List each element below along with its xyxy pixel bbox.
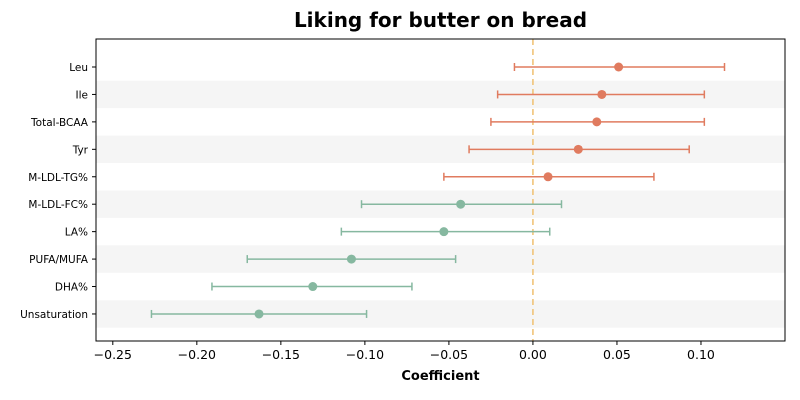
plot-frame xyxy=(95,38,786,342)
y-tick-label: Total-BCAA xyxy=(30,117,89,129)
y-tick-label: LA% xyxy=(65,227,88,239)
estimate-point xyxy=(439,227,449,237)
y-tick-label: PUFA/MUFA xyxy=(29,254,89,266)
estimate-point xyxy=(543,172,553,182)
x-tick-label: −0.10 xyxy=(346,347,384,362)
x-tick-label: −0.15 xyxy=(262,347,300,362)
estimate-point xyxy=(573,144,583,154)
error-bars-group xyxy=(150,62,726,319)
y-tick-label: Unsaturation xyxy=(20,309,88,321)
chart-title: Liking for butter on bread xyxy=(293,8,588,32)
x-tick-label: −0.25 xyxy=(94,347,132,362)
x-tick-label: 0.05 xyxy=(603,347,631,362)
estimate-point xyxy=(614,62,624,72)
y-tick-label: DHA% xyxy=(55,282,88,294)
y-tick-label: Leu xyxy=(69,62,88,74)
x-axis-label: Coefficient xyxy=(401,369,479,384)
x-tick-label: 0.10 xyxy=(687,347,715,362)
estimate-point xyxy=(592,117,602,127)
y-tick-label: M-LDL-FC% xyxy=(28,199,88,211)
x-tick-label: 0.00 xyxy=(519,347,547,362)
estimate-point xyxy=(456,199,466,209)
estimate-point xyxy=(597,89,607,99)
x-tick-label: −0.20 xyxy=(178,347,216,362)
estimate-point xyxy=(346,254,356,264)
y-tick-label: M-LDL-TG% xyxy=(28,172,88,184)
y-tick-label: Ile xyxy=(76,89,88,101)
estimate-point xyxy=(254,309,264,319)
y-tick-label: Tyr xyxy=(72,144,89,156)
estimate-point xyxy=(308,282,318,292)
x-axis: −0.25 −0.20 −0.15 −0.10 −0.05 0.00 0.05 0.10 xyxy=(94,341,715,362)
y-axis: Leu Ile Total-BCAA Tyr M-LDL-TG% M-LDL-FC% LA%… xyxy=(20,62,96,321)
x-tick-label: −0.05 xyxy=(430,347,468,362)
